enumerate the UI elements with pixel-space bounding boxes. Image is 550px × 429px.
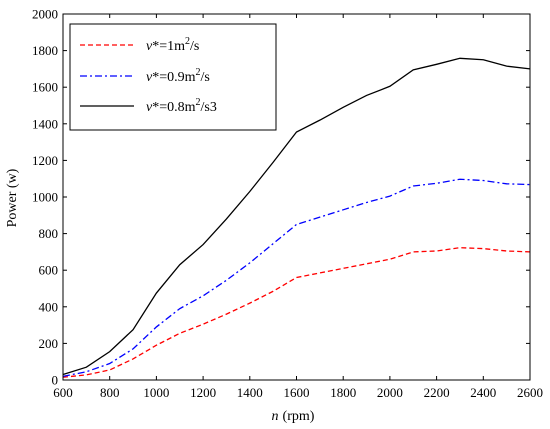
legend-entry-1: v*=1m2/s [80,36,199,54]
y-tick-label: 1200 [32,153,58,168]
x-tick-label: 1600 [284,385,310,400]
y-tick-label: 1800 [32,43,58,58]
legend-1-sup: 2 [185,36,190,47]
y-tick-label: 400 [39,299,59,314]
axis-tick-labels: 600 800 1000 1200 1400 1600 1800 2000 2200 2400 26… [32,7,543,401]
x-axis-label-unit: (rpm) [283,409,315,424]
y-tick-label: 800 [39,226,59,241]
legend-3-suffix: /s3 [201,100,217,115]
x-tick-label: 600 [53,385,73,400]
legend-3-sup: 2 [196,97,201,108]
legend-2-suffix: /s [201,70,210,85]
x-tick-label: 1000 [143,385,169,400]
y-tick-label: 200 [39,336,59,351]
legend-1-var: v [146,39,153,54]
y-tick-label: 1600 [32,80,58,95]
x-tick-label: 2000 [377,385,403,400]
legend-1-prefix: *=1m [152,39,185,54]
y-tick-label: 1400 [32,116,58,131]
series-line-2 [62,178,531,377]
x-tick-label: 800 [100,385,120,400]
x-tick-label: 2600 [517,385,543,400]
x-tick-label: 1800 [330,385,356,400]
legend-3-var: v [146,100,153,115]
axis-ticks [62,13,531,381]
legend-label-3: v*=0.8m2/s3 [146,97,217,115]
legend-2-var: v [146,70,153,85]
x-tick-label: 1200 [190,385,216,400]
legend-3-prefix: *=0.8m [152,100,195,115]
legend-label-2: v*=0.9m2/s [146,67,210,85]
legend-box [69,23,277,131]
legend-entry-2: v*=0.9m2/s [80,67,210,85]
x-axis-label: n (rpm) [272,409,315,424]
x-tick-label: 1400 [237,385,263,400]
legend-entry-3: v*=0.8m2/s3 [80,97,217,115]
legend-1-suffix: /s [190,39,199,54]
y-tick-label: 2000 [32,7,58,22]
series-line-1 [62,247,531,378]
y-tick-label: 1000 [32,190,58,205]
series-line-3 [62,57,531,376]
plot-lines [62,57,531,378]
y-axis-label: Power (w) [5,168,20,227]
x-tick-label: 2200 [424,385,450,400]
legend: v*=1m2/s v*=0.9m2/s v*=0.8m2/s3 [69,23,277,131]
y-tick-label: 600 [39,263,59,278]
legend-2-prefix: *=0.9m [152,70,195,85]
legend-2-sup: 2 [196,67,201,78]
x-tick-label: 2400 [470,385,496,400]
y-tick-label: 0 [52,373,59,388]
legend-label-1: v*=1m2/s [146,36,199,54]
x-axis-label-var: n [272,409,279,424]
